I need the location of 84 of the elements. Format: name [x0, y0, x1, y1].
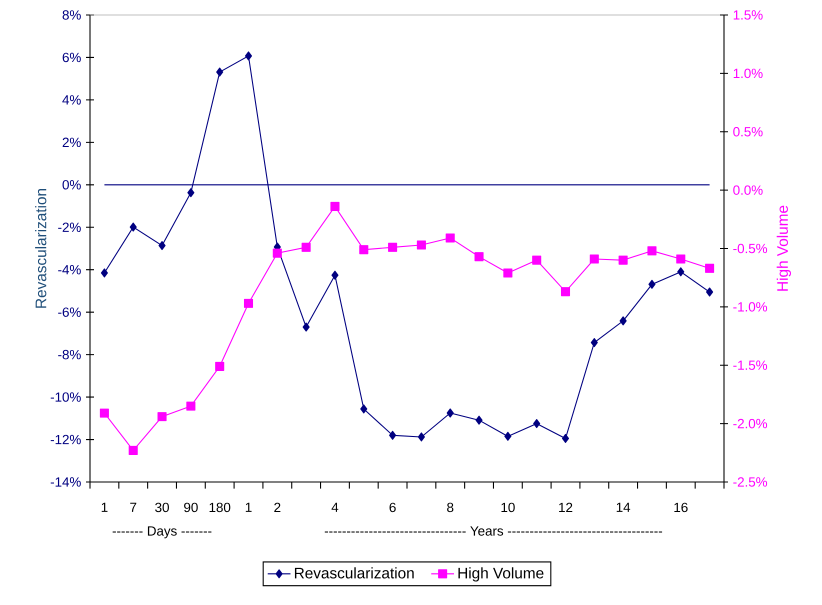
y-tick-label: -6% [58, 307, 81, 317]
y-tick-label: -4% [58, 265, 81, 274]
y-tick-label: 8% [62, 10, 81, 20]
point [590, 254, 599, 264]
x-tick-label: 12 [559, 502, 572, 512]
point [476, 416, 483, 425]
legend-label: High Volume [458, 567, 544, 582]
point [302, 242, 311, 252]
x-tick-label: 8 [447, 502, 454, 512]
legend-label: Revascularization [294, 567, 414, 578]
x-tick-label: 90 [184, 502, 198, 512]
point [244, 298, 254, 308]
y2-tick-label: -0.5% [733, 244, 768, 254]
point [128, 446, 138, 455]
point [618, 256, 628, 265]
y-tick-label: 6% [62, 52, 81, 62]
y-tick-label: -8% [58, 350, 81, 360]
point [100, 268, 108, 278]
y-tick-label: -12% [50, 434, 81, 444]
point [474, 252, 484, 262]
text: ------- Days ------- [112, 526, 212, 538]
point [418, 432, 425, 442]
point [216, 68, 224, 77]
point [330, 202, 340, 211]
y2-tick-label: 0.5% [733, 127, 763, 136]
point [677, 267, 684, 276]
x-tick-label: 2 [274, 502, 280, 512]
point [648, 280, 656, 289]
y2-tick-label: -2.0% [733, 418, 768, 428]
point [187, 188, 194, 198]
x-tick-label: 16 [674, 502, 688, 512]
y2-tick-label: 0.0% [733, 185, 763, 195]
point [100, 408, 109, 418]
point [272, 248, 282, 258]
point [676, 254, 686, 264]
point [302, 322, 310, 332]
y-tick-label: -14% [50, 477, 81, 487]
y-tick-label: 0% [62, 180, 81, 190]
y2-tick-label: 1.5% [734, 10, 763, 20]
point [620, 316, 627, 326]
point [331, 270, 338, 280]
x-tick-label: 14 [616, 502, 630, 512]
y2-tick-label: -1.5% [733, 360, 768, 370]
point [533, 419, 540, 428]
y-tick-label: 4% [62, 95, 81, 105]
point [244, 51, 252, 60]
point [562, 434, 570, 444]
x-tick-label: 1 [102, 502, 108, 512]
text: -------------------------------- Years ----------------------------------- [324, 526, 662, 536]
x-tick-label: 10 [501, 502, 515, 512]
y2-tick-label: -1.0% [733, 302, 768, 312]
point [360, 404, 368, 414]
point [388, 242, 398, 252]
point [532, 256, 542, 265]
point [446, 233, 455, 243]
x-tick-label: 1 [246, 502, 252, 512]
x-tick-label: 7 [130, 502, 136, 512]
y-axis-title: Revascularization [35, 189, 46, 308]
y-tick-label: 2% [62, 138, 81, 148]
point [590, 338, 598, 348]
point [158, 240, 166, 250]
point [186, 402, 196, 411]
point [705, 264, 714, 273]
y2-axis-title: High Volume [776, 206, 791, 291]
point [560, 287, 570, 296]
point [446, 408, 454, 418]
point [416, 240, 426, 250]
point [389, 430, 396, 440]
y-tick-label: -10% [50, 392, 81, 402]
x-tick-label: 30 [155, 502, 169, 512]
point [359, 245, 368, 254]
point [130, 222, 137, 232]
point [504, 432, 512, 441]
point [158, 412, 167, 422]
point [706, 287, 714, 297]
y2-tick-label: -2.5% [733, 477, 768, 487]
point [503, 268, 512, 278]
x-tick-label: 4 [332, 502, 338, 512]
point [647, 246, 656, 256]
y-tick-label: -2% [58, 222, 81, 232]
x-tick-label: 180 [210, 502, 230, 512]
x-tick-label: 6 [390, 502, 396, 512]
point [215, 362, 224, 371]
y2-tick-label: 1.0% [734, 68, 763, 78]
